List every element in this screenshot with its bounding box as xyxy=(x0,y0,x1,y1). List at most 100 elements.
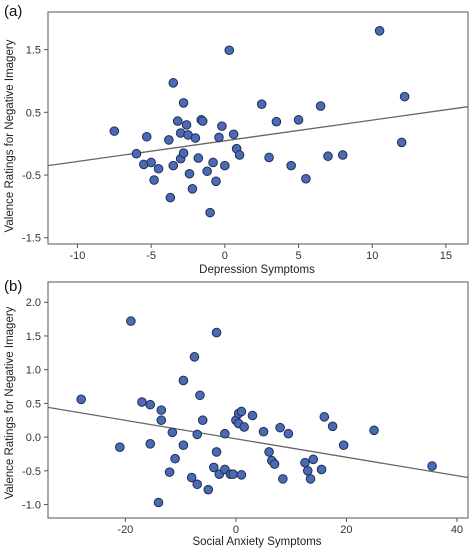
data-point xyxy=(337,150,348,160)
data-point xyxy=(239,422,249,432)
data-point xyxy=(301,173,311,184)
data-point xyxy=(165,192,176,203)
x-tick-label: 0 xyxy=(233,524,239,536)
x-tick-label: -20 xyxy=(117,524,133,536)
data-point xyxy=(178,440,189,450)
panel-b-fit-line xyxy=(47,406,469,479)
data-point xyxy=(181,120,192,130)
data-point xyxy=(427,461,437,471)
panel-a-plot-frame xyxy=(47,11,469,245)
data-point xyxy=(278,474,288,484)
data-point xyxy=(228,469,238,479)
x-tick-label: 5 xyxy=(295,250,301,262)
data-point xyxy=(305,474,316,484)
data-point xyxy=(300,457,310,468)
y-tick-label: 0.5 xyxy=(26,398,41,410)
data-point xyxy=(137,397,147,407)
panel-a-x-axis-label: Depression Symptoms xyxy=(199,264,315,276)
data-point xyxy=(399,91,410,102)
data-point xyxy=(203,484,214,495)
data-point xyxy=(217,121,227,131)
data-point xyxy=(195,390,205,401)
panel-a-points xyxy=(109,26,410,218)
data-point xyxy=(275,422,285,433)
data-point xyxy=(271,116,282,127)
panel-a-y-ticks: -1.5 -0.5 0.5 1.5 xyxy=(22,45,48,245)
data-point xyxy=(316,464,327,475)
panel-b-x-axis-label: Social Anxiety Symptoms xyxy=(192,536,321,548)
data-point xyxy=(145,439,156,449)
x-tick-label: 0 xyxy=(222,250,228,262)
data-point xyxy=(178,375,189,386)
data-point xyxy=(396,137,407,148)
data-point xyxy=(264,152,274,163)
data-point xyxy=(327,421,338,432)
x-tick-label: 40 xyxy=(451,524,463,536)
data-point xyxy=(302,466,313,476)
data-point xyxy=(189,352,200,362)
data-point xyxy=(192,429,203,440)
data-point xyxy=(205,207,215,218)
panel-b-y-ticks: -1.0 -0.5 0.0 0.5 1.0 1.5 2.0 xyxy=(22,297,48,512)
data-point xyxy=(269,459,280,469)
data-point xyxy=(170,453,180,464)
data-point xyxy=(315,101,326,111)
data-point xyxy=(153,497,164,508)
data-point xyxy=(208,462,219,473)
data-point xyxy=(193,153,204,163)
data-point xyxy=(187,184,198,194)
data-point xyxy=(126,316,136,326)
data-point xyxy=(156,405,167,415)
panel-b-points xyxy=(76,316,437,508)
data-point xyxy=(146,157,156,168)
data-point xyxy=(247,410,258,421)
panel-b: (b) Valence Ratings for Negative Imagery… xyxy=(4,278,469,548)
panel-b-letter: (b) xyxy=(4,278,22,295)
data-point xyxy=(256,99,267,109)
data-point xyxy=(258,426,269,437)
data-point xyxy=(76,394,86,405)
y-tick-label: 0.5 xyxy=(26,107,41,119)
data-point xyxy=(153,163,164,174)
y-tick-label: 2.0 xyxy=(26,297,41,309)
data-point xyxy=(156,415,167,426)
y-tick-label: -1.5 xyxy=(22,233,41,245)
data-point xyxy=(211,176,221,187)
data-point xyxy=(172,116,183,126)
data-point xyxy=(168,78,179,88)
data-point xyxy=(208,157,218,168)
data-point xyxy=(131,148,142,159)
data-point xyxy=(115,442,125,453)
data-point xyxy=(228,129,239,140)
data-point xyxy=(164,135,174,145)
data-point xyxy=(220,428,230,439)
data-point xyxy=(323,151,333,162)
data-point xyxy=(293,115,304,125)
data-point xyxy=(178,148,189,158)
data-point xyxy=(308,454,319,465)
data-point xyxy=(168,160,179,171)
panel-b-plot-frame xyxy=(47,281,469,519)
y-tick-label: -0.5 xyxy=(22,466,41,478)
y-tick-label: 0.0 xyxy=(26,432,41,444)
data-point xyxy=(197,116,208,126)
data-point xyxy=(109,126,120,136)
data-point xyxy=(264,447,274,457)
panel-a: (a) Valence Ratings for Negative Imagery… xyxy=(4,3,469,276)
y-tick-label: 1.5 xyxy=(26,331,41,343)
y-tick-label: -0.5 xyxy=(22,170,41,182)
y-tick-label: -1.0 xyxy=(22,500,41,512)
data-point xyxy=(145,399,156,410)
data-point xyxy=(369,425,379,436)
data-point xyxy=(178,98,189,108)
data-point xyxy=(164,467,175,477)
data-point xyxy=(374,26,385,36)
data-point xyxy=(319,412,330,422)
x-tick-label: 15 xyxy=(440,250,452,262)
data-point xyxy=(190,133,201,143)
y-tick-label: 1.5 xyxy=(26,45,41,57)
data-point xyxy=(149,175,159,185)
data-point xyxy=(184,168,195,179)
panel-b-y-axis-label: Valence Ratings for Negative Imagery xyxy=(4,306,16,499)
